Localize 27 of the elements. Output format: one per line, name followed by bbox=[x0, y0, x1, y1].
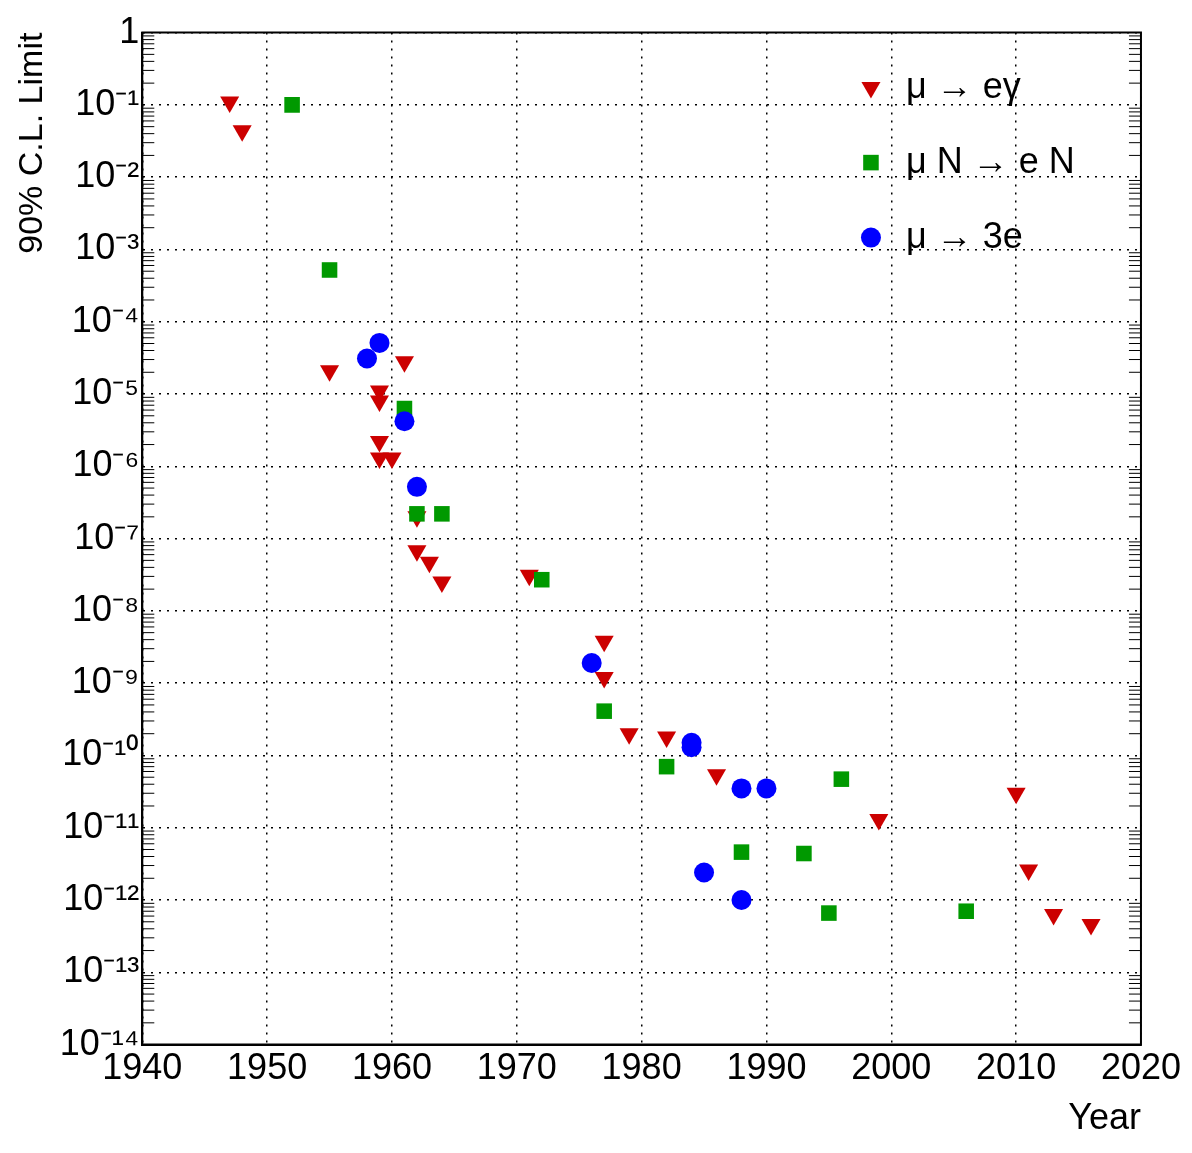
legend-label: μ → 3e bbox=[905, 214, 1023, 256]
y-tick-label: 10⁻¹³ bbox=[63, 949, 140, 991]
y-tick-label: 10⁻⁵ bbox=[72, 370, 140, 412]
x-tick-label: 1950 bbox=[227, 1046, 308, 1088]
x-axis-title: Year bbox=[1068, 1096, 1141, 1138]
y-tick-label: 10⁻¹² bbox=[63, 876, 140, 918]
y-tick-label: 1 bbox=[119, 9, 140, 51]
y-tick-label: 10⁻⁴ bbox=[71, 298, 140, 340]
y-tick-label: 10⁻³ bbox=[75, 226, 140, 268]
x-tick-label: 1990 bbox=[726, 1046, 807, 1088]
y-tick-label: 10⁻⁹ bbox=[71, 660, 140, 702]
x-tick-label: 2020 bbox=[1100, 1046, 1181, 1088]
y-tick-label: 10⁻⁸ bbox=[72, 587, 140, 629]
x-tick-label: 2000 bbox=[851, 1046, 932, 1088]
legend-label: μ N → e N bbox=[905, 139, 1075, 181]
legend-label: μ → eγ bbox=[905, 64, 1021, 106]
x-tick-label: 1980 bbox=[601, 1046, 682, 1088]
x-tick-label: 1970 bbox=[476, 1046, 557, 1088]
x-tick-label: 1960 bbox=[351, 1046, 433, 1088]
x-tick-label: 2010 bbox=[976, 1046, 1057, 1088]
y-tick-label: 10⁻² bbox=[75, 154, 140, 196]
y-tick-label: 10⁻¹⁰ bbox=[62, 732, 140, 774]
y-axis-title: 90% C.L. Limit bbox=[10, 32, 49, 254]
y-tick-label: 10⁻¹ bbox=[75, 81, 140, 123]
y-tick-label: 10⁻¹¹ bbox=[63, 804, 140, 846]
y-tick-label: 10⁻⁶ bbox=[72, 443, 140, 485]
y-tick-label: 10⁻⁷ bbox=[74, 515, 140, 557]
